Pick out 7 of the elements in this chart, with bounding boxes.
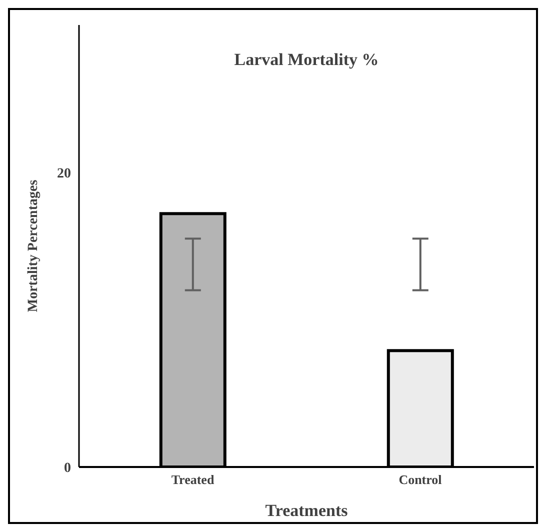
y-tick-label: 20 [57, 166, 71, 182]
y-tick-label: 0 [64, 460, 71, 476]
y-axis-title: Mortality Percentages [26, 179, 41, 312]
x-axis-title: Treatments [265, 501, 348, 520]
x-tick-label: Treated [171, 472, 215, 488]
x-tick-label: Control [398, 472, 442, 488]
text: Larval Mortality % [233, 50, 380, 70]
